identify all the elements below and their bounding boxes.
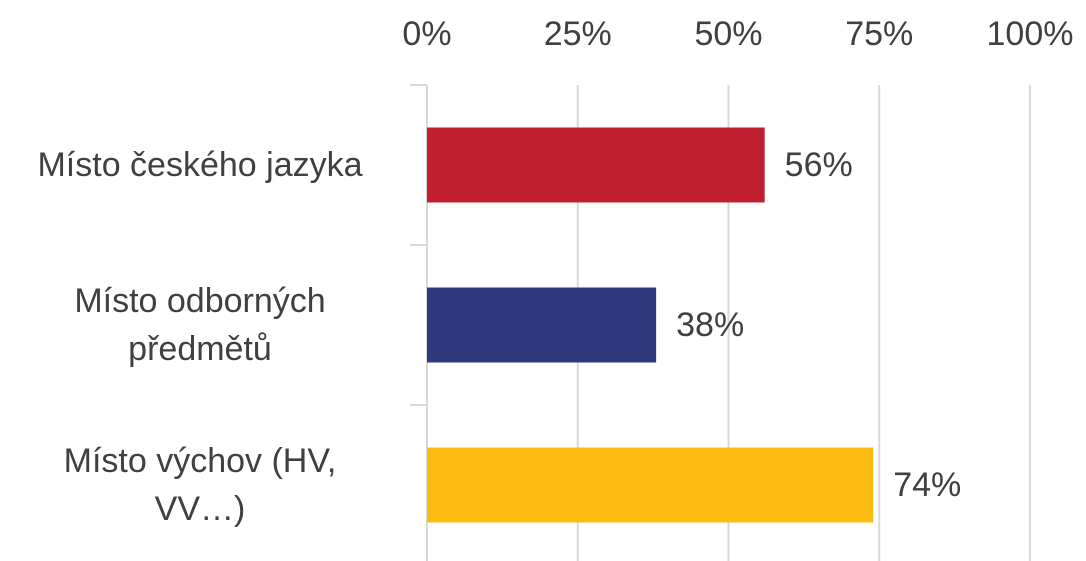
x-tick-label: 100% [987, 15, 1074, 53]
y-tick-label: Místo českého jazyka [37, 146, 363, 184]
bar [427, 127, 765, 203]
x-tick-label: 0% [402, 15, 451, 53]
bar [427, 447, 874, 523]
x-tick-label: 25% [544, 15, 612, 53]
data-label: 38% [676, 306, 744, 344]
x-tick-label: 50% [694, 15, 762, 53]
data-label: 74% [893, 466, 961, 504]
x-tick-label: 75% [845, 15, 913, 53]
data-label: 56% [785, 146, 853, 184]
y-tick-label: Místo výchov (HV, VV…) [63, 442, 337, 528]
bar [427, 287, 657, 363]
y-tick-label: Místo odborných předmětů [74, 282, 326, 368]
